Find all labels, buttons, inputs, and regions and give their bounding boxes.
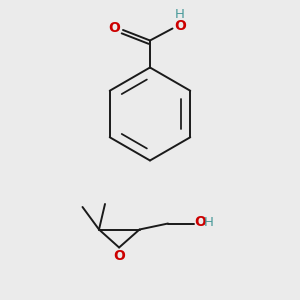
Text: O: O <box>109 21 121 34</box>
Text: H: H <box>204 215 214 229</box>
Text: O: O <box>174 19 186 33</box>
Text: O: O <box>113 249 125 263</box>
Text: H: H <box>175 8 185 21</box>
Text: O: O <box>194 215 206 229</box>
